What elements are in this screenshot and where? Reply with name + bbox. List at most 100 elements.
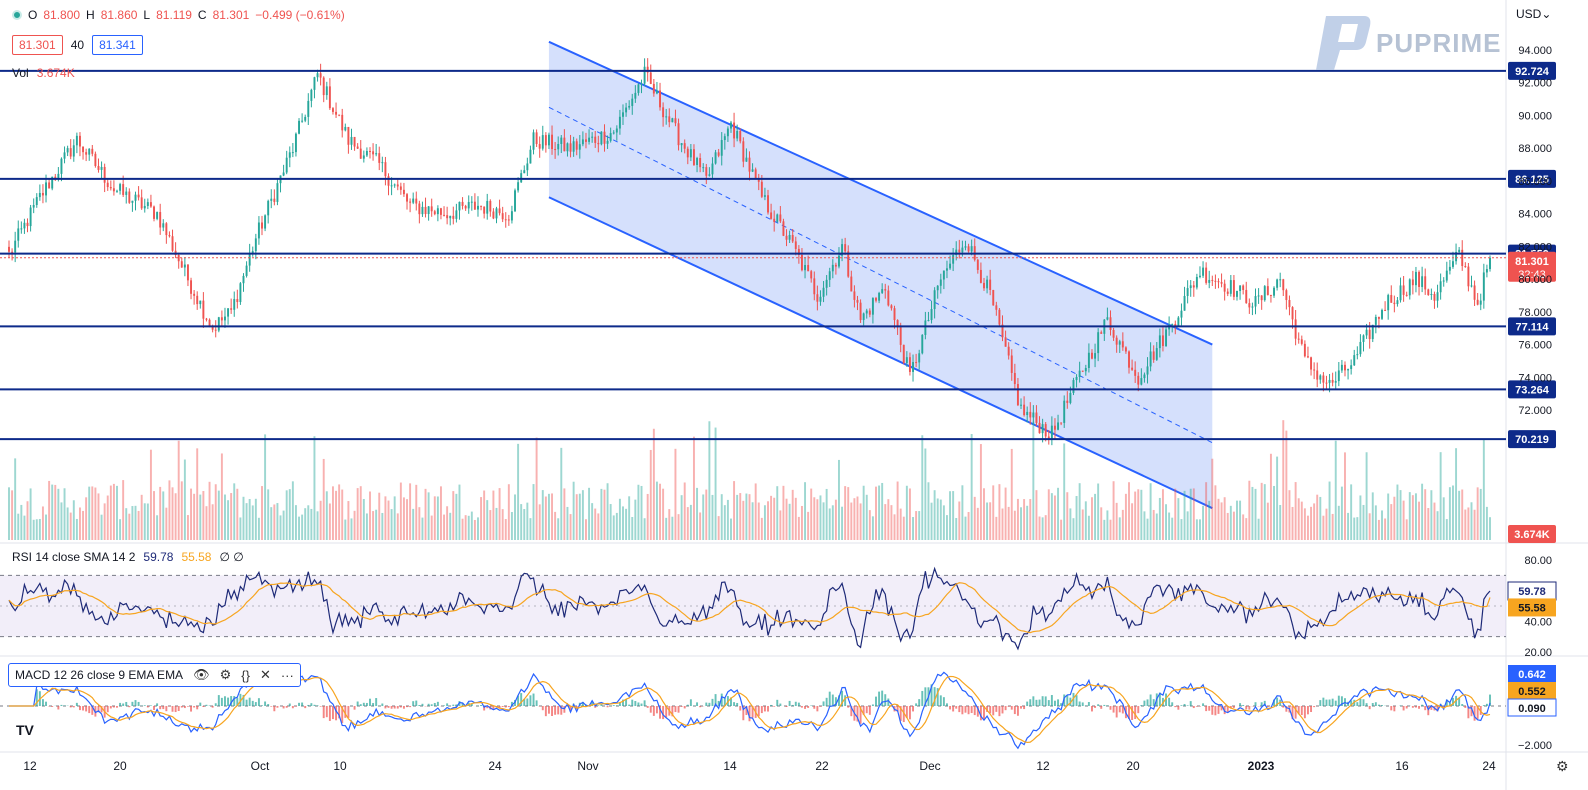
volume-bar (998, 484, 1001, 540)
candle-body (128, 191, 131, 203)
volume-bar (1263, 484, 1266, 540)
candle-body (905, 357, 908, 363)
bid-button[interactable]: 81.301 (12, 35, 63, 55)
candle-body (1374, 316, 1377, 325)
candle-body (384, 162, 387, 177)
last-price-label: 81.301 (1515, 256, 1549, 268)
time-tick-label: 10 (333, 759, 347, 773)
volume-bar (588, 487, 591, 540)
code-icon[interactable]: {} (241, 667, 250, 683)
candle-body (1229, 280, 1232, 294)
volume-bar (893, 514, 896, 540)
candle-body (1053, 425, 1056, 430)
volume-bar (730, 518, 732, 540)
volume-bar (1473, 509, 1476, 540)
macd-histogram-bar (1424, 706, 1427, 711)
macd-histogram-bar (183, 706, 186, 709)
macd-histogram-bar (1319, 700, 1322, 706)
macd-histogram-bar (217, 695, 220, 706)
volume-bar (1094, 493, 1097, 540)
volume-bar (313, 436, 316, 540)
price-tick-label: 88.000 (1518, 143, 1552, 155)
macd-histogram-bar (1260, 702, 1263, 706)
candle-body (862, 313, 865, 321)
rsi-tick-label: 20.00 (1524, 647, 1552, 659)
tradingview-logo-icon[interactable]: TV (16, 722, 34, 738)
volume-bar (257, 517, 260, 540)
volume-bar (489, 510, 492, 540)
ask-button[interactable]: 81.341 (92, 35, 143, 55)
candle-body (902, 344, 905, 363)
volume-bar (1202, 505, 1205, 540)
candle-body (177, 255, 180, 262)
macd-histogram-bar (186, 706, 189, 707)
macd-histogram-bar (526, 698, 529, 706)
volume-bar (1217, 498, 1220, 540)
candle-body (254, 238, 257, 252)
macd-histogram-bar (896, 706, 899, 712)
volume-bar (1220, 502, 1223, 540)
macd-histogram-bar (1442, 706, 1445, 708)
macd-legend[interactable]: MACD 12 26 close 9 EMA EMA 👁 ⚙ {} ✕ ··· (8, 663, 301, 687)
volume-bar (248, 499, 251, 540)
volume-bar (1109, 519, 1112, 540)
macd-histogram-bar (1273, 699, 1275, 706)
volume-bar (285, 490, 288, 540)
macd-histogram-bar (162, 706, 165, 710)
candle-body (501, 213, 504, 220)
gear-icon[interactable]: ⚙ (219, 667, 232, 682)
brand-logo-mark (1316, 16, 1371, 70)
macd-histogram-bar (908, 706, 911, 720)
eye-icon[interactable]: 👁 (193, 667, 210, 682)
volume-bar (841, 506, 844, 540)
volume-bar (1260, 482, 1263, 540)
macd-histogram-bar (1143, 700, 1146, 706)
volume-bar (251, 505, 254, 540)
candle-body (1384, 309, 1387, 311)
candle-body (1337, 370, 1340, 382)
macd-histogram-bar (177, 706, 180, 711)
candle-body (1476, 299, 1479, 305)
macd-histogram-bar (455, 704, 458, 706)
macd-histogram-bar (1066, 695, 1069, 706)
candle-body (578, 144, 581, 150)
macd-histogram-bar (844, 695, 847, 706)
volume-bar (939, 499, 942, 540)
currency-selector[interactable]: USD⌄ (1516, 7, 1552, 21)
price-tick-label: 84.000 (1518, 209, 1552, 221)
candle-body (702, 167, 705, 169)
close-icon[interactable]: ✕ (259, 667, 271, 682)
candle-body (961, 247, 964, 253)
macd-histogram-bar (501, 706, 504, 707)
candle-body (1248, 303, 1251, 308)
candle-body (1165, 329, 1167, 347)
macd-histogram-bar (523, 698, 526, 706)
macd-histogram-bar (1131, 706, 1134, 720)
volume-bar (171, 487, 174, 540)
macd-histogram-bar (517, 695, 520, 706)
candle-body (1254, 296, 1257, 307)
volume-bar (622, 506, 624, 540)
candle-body (1322, 375, 1325, 383)
more-icon[interactable]: ··· (280, 667, 294, 683)
candle-body (162, 223, 165, 228)
macd-histogram-bar (1069, 697, 1072, 706)
volume-bar (406, 499, 408, 540)
volume-bar (560, 447, 563, 540)
candle-body (341, 114, 344, 131)
macd-histogram-bar (810, 705, 813, 706)
price-tick-label: 94.000 (1518, 45, 1552, 57)
candle-body (770, 212, 773, 219)
candle-body (1359, 341, 1362, 355)
ohlc-legend: O 81.800 H 81.860 L 81.119 C 81.301 −0.499 (… (12, 8, 345, 22)
volume-bar (32, 519, 35, 540)
chart-settings-icon[interactable]: ⚙ (1556, 758, 1569, 774)
volume-bar (1470, 502, 1473, 540)
volume-bar (1075, 496, 1078, 540)
macd-histogram-bar (859, 706, 862, 724)
volume-bar (1371, 492, 1374, 540)
macd-histogram-bar (384, 706, 387, 709)
macd-histogram-bar (276, 706, 279, 708)
